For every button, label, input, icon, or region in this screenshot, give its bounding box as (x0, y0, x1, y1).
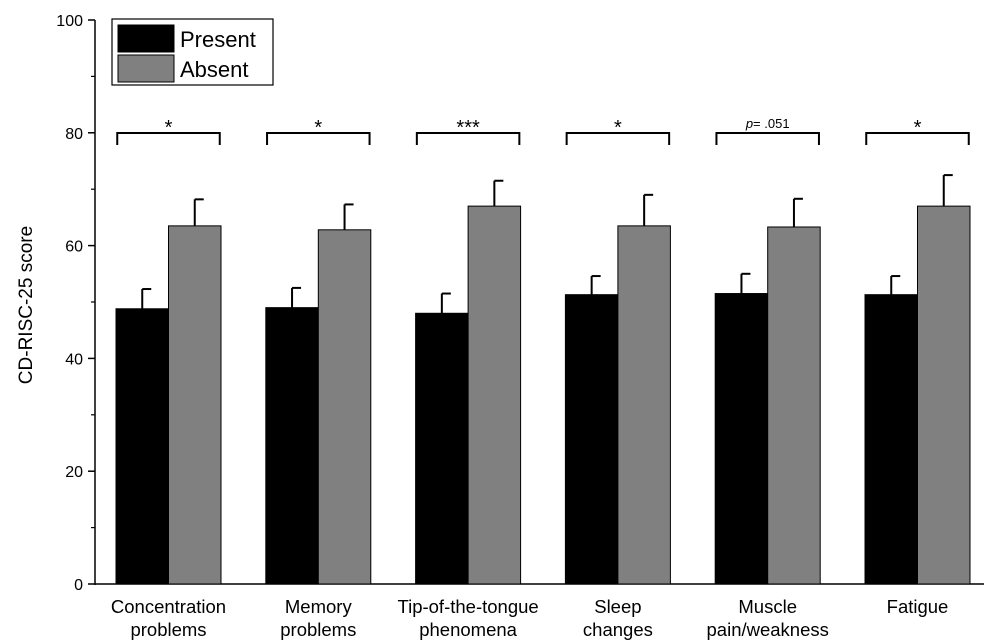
significance-label: p= .051 (745, 116, 790, 131)
chart-bars (115, 174, 971, 585)
y-axis-label: CD-RISC-25 score (16, 226, 37, 384)
bar-present-1 (265, 307, 319, 585)
significance-bracket (415, 132, 521, 145)
bar-absent-4 (767, 226, 821, 585)
significance-bracket (865, 132, 970, 145)
significance-bracket (116, 132, 221, 145)
x-axis-labels: ConcentrationproblemsMemoryproblemsTip-o… (111, 596, 948, 640)
y-tick-label-40: 40 (65, 351, 83, 368)
bar-absent-3 (617, 225, 671, 585)
y-tick-label-60: 60 (65, 239, 83, 256)
bar-present-2 (415, 312, 469, 585)
y-tick-label-80: 80 (65, 126, 83, 143)
x-tick-label: Fatigue (887, 596, 949, 617)
significance-label: *** (456, 117, 480, 139)
legend-label-present: Present (180, 27, 256, 52)
x-tick-label: Muscle (738, 596, 797, 617)
x-tick-label: problems (280, 619, 356, 640)
significance-bracket (565, 132, 671, 145)
y-tick-label-20: 20 (65, 464, 83, 481)
legend-label-absent: Absent (180, 57, 249, 82)
significance-bracket (715, 132, 820, 145)
significance-label: * (165, 117, 173, 139)
significance-bracket (266, 132, 371, 145)
bar-present-3 (564, 294, 619, 585)
x-tick-label: pain/weakness (707, 619, 829, 640)
x-tick-label: phenomena (419, 619, 517, 640)
bar-present-5 (864, 294, 918, 585)
x-tick-label: Tip-of-the-tongue (397, 596, 538, 617)
x-tick-label: problems (130, 619, 206, 640)
significance-label: * (314, 117, 322, 139)
significance-label: * (914, 117, 922, 139)
y-tick-label-100: 100 (56, 13, 83, 30)
x-tick-label: changes (583, 619, 653, 640)
bar-absent-5 (917, 205, 971, 585)
x-tick-label: Concentration (111, 596, 226, 617)
significance-label: * (614, 117, 622, 139)
legend-swatch-absent (117, 54, 175, 83)
x-tick-label: Sleep (594, 596, 641, 617)
bar-absent-2 (467, 205, 522, 585)
bar-present-0 (115, 308, 169, 585)
y-tick-label-0: 0 (74, 577, 83, 594)
bar-absent-0 (168, 225, 222, 585)
legend-swatch-present (117, 24, 175, 53)
bar-absent-1 (317, 229, 372, 585)
bar-present-4 (714, 293, 769, 585)
x-tick-label: Memory (285, 596, 353, 617)
significance-annotations: * * *** * p= .051 * (116, 116, 970, 145)
chart-axes: 0 20 40 60 80 100 (56, 13, 984, 594)
legend: Present Absent (111, 18, 274, 86)
